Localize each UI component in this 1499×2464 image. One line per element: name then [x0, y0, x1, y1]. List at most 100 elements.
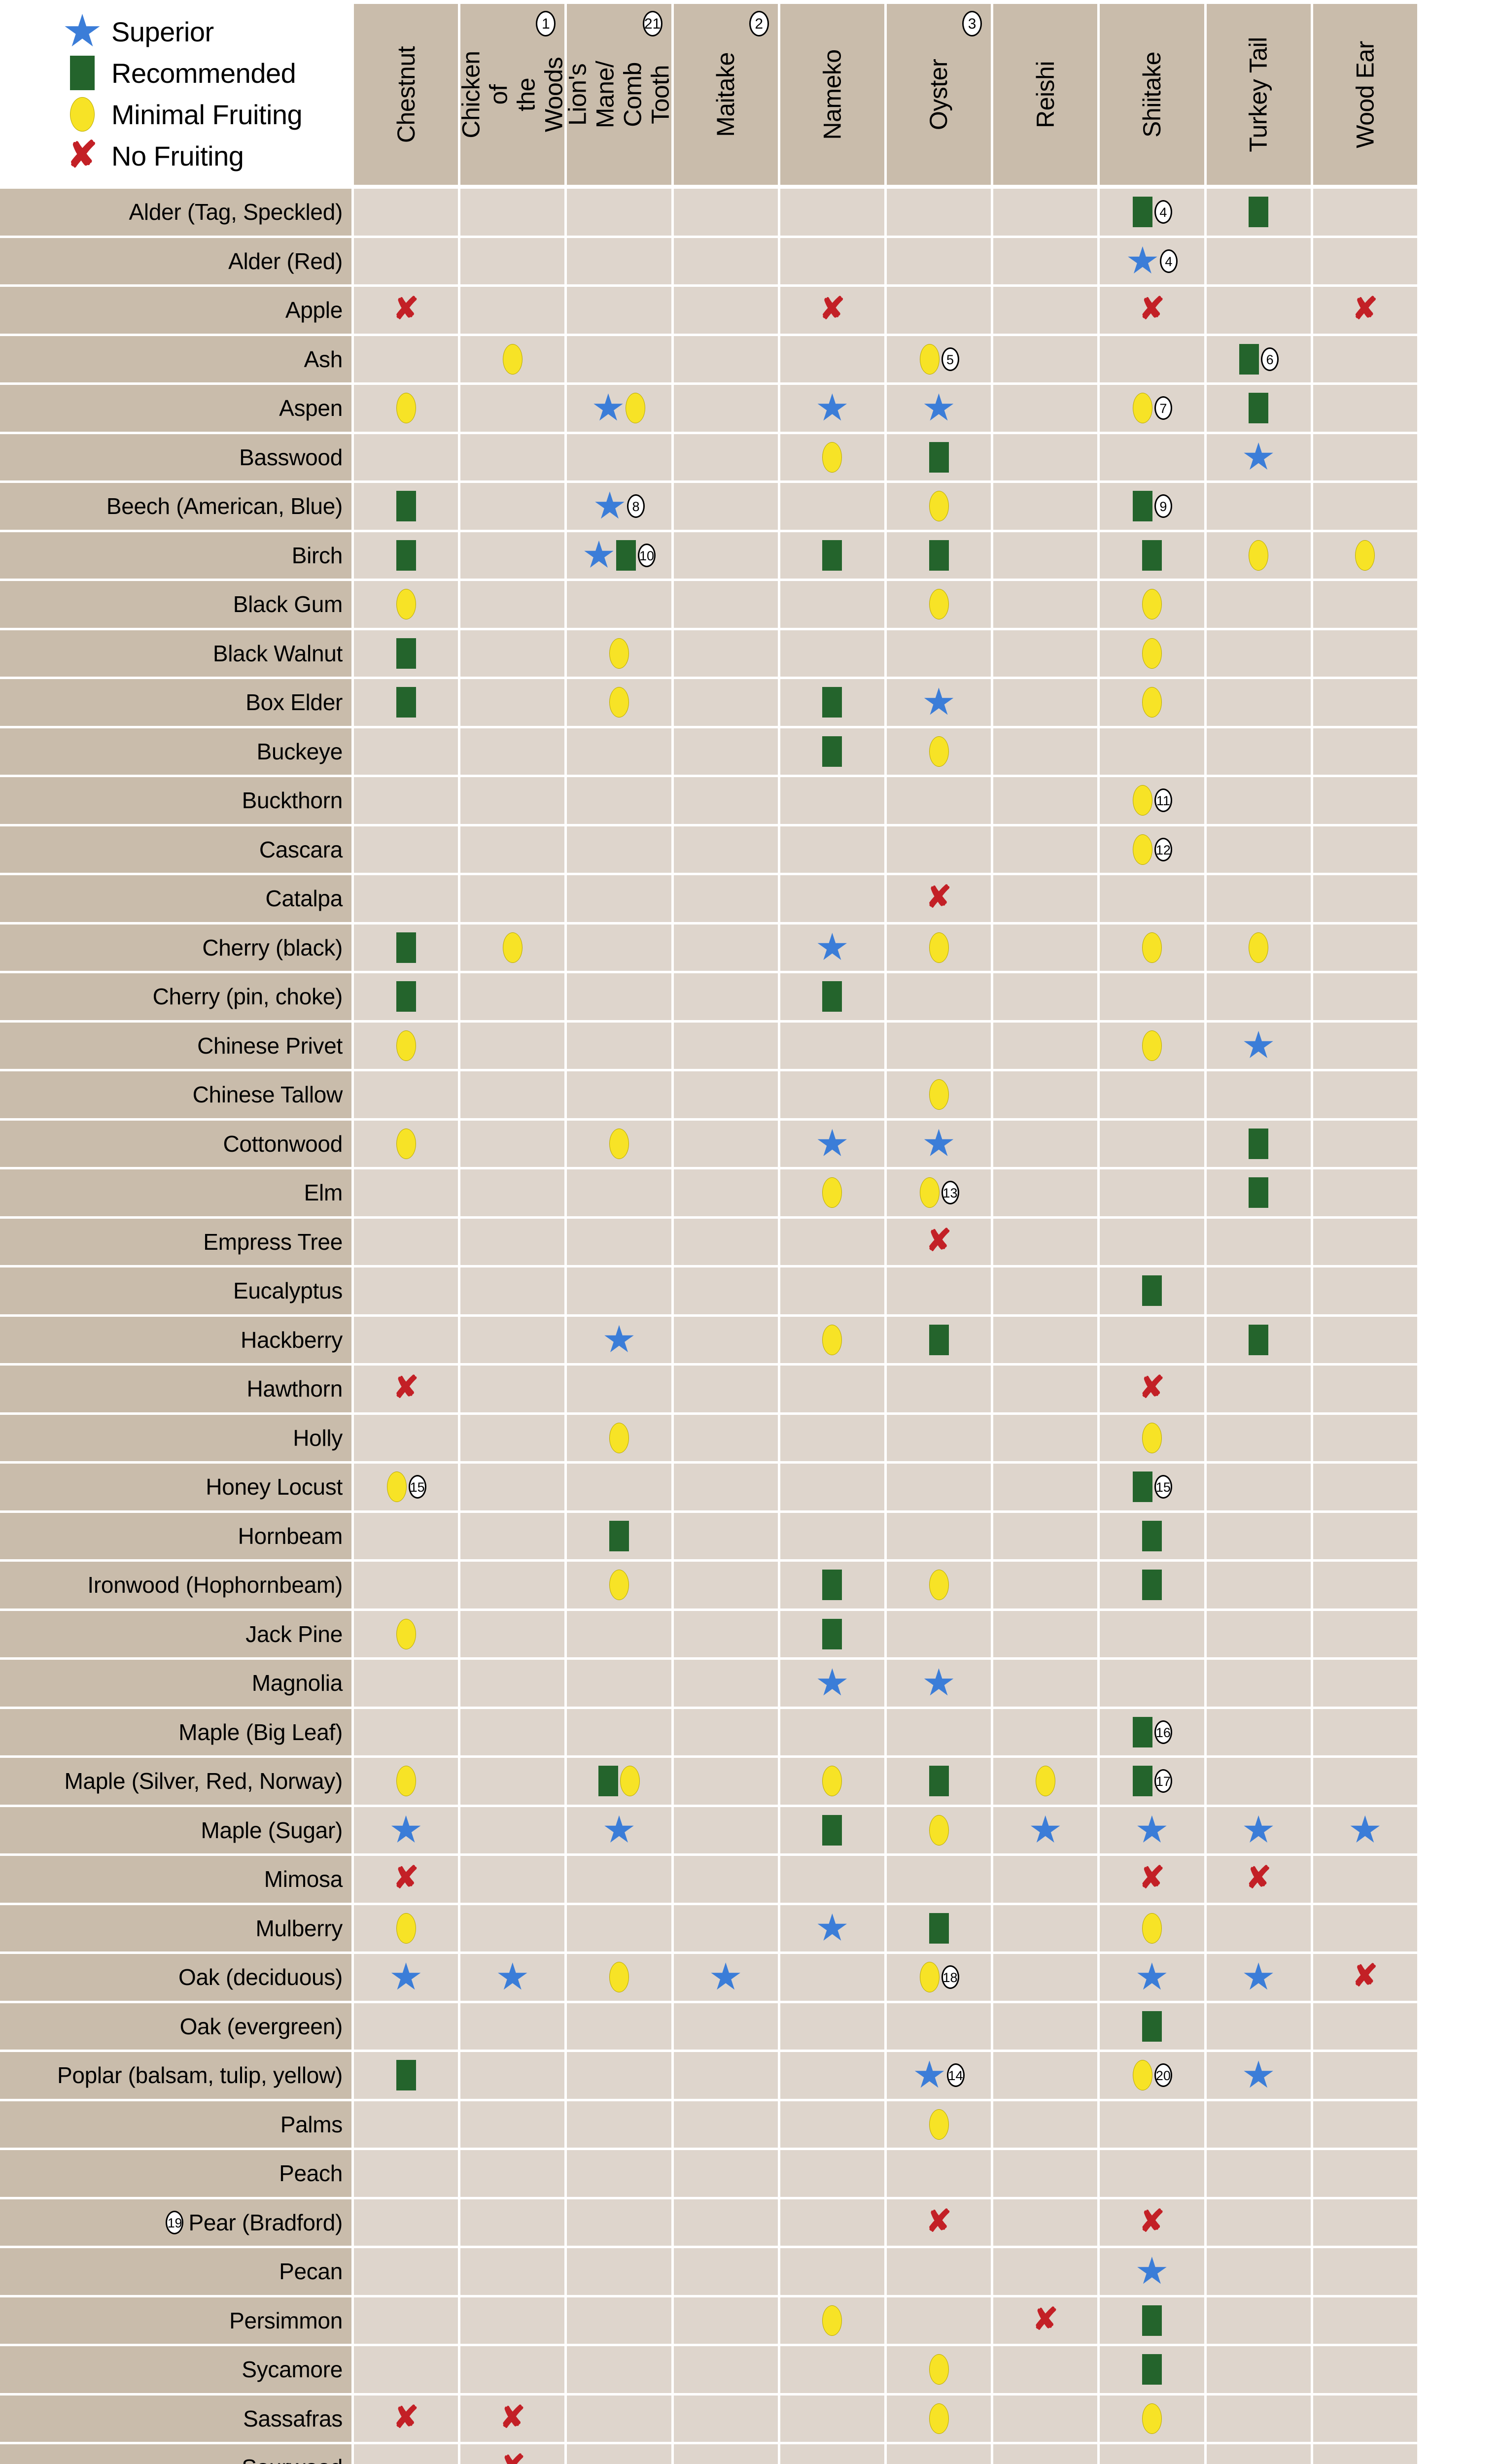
cell[interactable]: 10: [567, 532, 671, 579]
cell[interactable]: [460, 2101, 565, 2148]
row-header-black-walnut[interactable]: Black Walnut: [0, 630, 351, 677]
cell[interactable]: [780, 1562, 884, 1608]
cell[interactable]: [567, 1267, 671, 1314]
cell[interactable]: [1100, 1071, 1204, 1118]
cell[interactable]: [354, 1610, 458, 1657]
cell[interactable]: [1100, 875, 1204, 922]
cell[interactable]: [567, 777, 671, 824]
row-header-apple[interactable]: Apple: [0, 287, 351, 334]
cell[interactable]: [567, 2199, 671, 2246]
cell[interactable]: [460, 1218, 565, 1265]
row-header-mulberry[interactable]: Mulberry: [0, 1905, 351, 1951]
cell[interactable]: [780, 1414, 884, 1461]
cell[interactable]: [1313, 532, 1417, 579]
cell[interactable]: [460, 581, 565, 628]
cell[interactable]: [886, 532, 991, 579]
cell[interactable]: [1313, 1807, 1417, 1853]
cell[interactable]: [567, 728, 671, 775]
cell[interactable]: [1206, 2101, 1311, 2148]
cell[interactable]: [780, 1071, 884, 1118]
cell[interactable]: 6: [1206, 336, 1311, 382]
cell[interactable]: [780, 777, 884, 824]
cell[interactable]: [1313, 630, 1417, 677]
cell[interactable]: [673, 875, 778, 922]
cell[interactable]: [460, 826, 565, 873]
row-header-ironwood-hophornbeam[interactable]: Ironwood (Hophornbeam): [0, 1562, 351, 1608]
row-header-sassafras[interactable]: Sassafras: [0, 2395, 351, 2442]
cell[interactable]: [354, 189, 458, 236]
cell[interactable]: [1313, 2199, 1417, 2246]
cell[interactable]: [780, 1218, 884, 1265]
cell[interactable]: [1100, 2150, 1204, 2197]
cell[interactable]: [460, 1709, 565, 1755]
cell[interactable]: ✘: [354, 1856, 458, 1903]
cell[interactable]: [567, 2150, 671, 2197]
cell[interactable]: [354, 679, 458, 726]
cell[interactable]: [1313, 1120, 1417, 1167]
cell[interactable]: [993, 483, 1098, 530]
row-header-poplar-balsam-tulip-yellow[interactable]: Poplar (balsam, tulip, yellow): [0, 2052, 351, 2099]
row-header-holly[interactable]: Holly: [0, 1414, 351, 1461]
cell[interactable]: [780, 679, 884, 726]
cell[interactable]: [1313, 826, 1417, 873]
cell[interactable]: [567, 1807, 671, 1853]
cell[interactable]: [1206, 1169, 1311, 1216]
cell[interactable]: [673, 1267, 778, 1314]
cell[interactable]: [1100, 434, 1204, 480]
cell[interactable]: [460, 189, 565, 236]
cell[interactable]: [673, 434, 778, 480]
cell[interactable]: [780, 2444, 884, 2464]
cell[interactable]: [993, 434, 1098, 480]
row-header-mimosa[interactable]: Mimosa: [0, 1856, 351, 1903]
cell[interactable]: [1313, 2346, 1417, 2393]
cell[interactable]: [673, 679, 778, 726]
cell[interactable]: [460, 924, 565, 971]
cell[interactable]: [1206, 1267, 1311, 1314]
row-header-pear-bradford[interactable]: 19 Pear (Bradford): [0, 2199, 351, 2246]
cell[interactable]: [886, 434, 991, 480]
cell[interactable]: [460, 1807, 565, 1853]
cell[interactable]: [780, 1512, 884, 1559]
cell[interactable]: [886, 1709, 991, 1755]
cell[interactable]: [1206, 679, 1311, 726]
cell[interactable]: [1206, 1120, 1311, 1167]
cell[interactable]: [1313, 434, 1417, 480]
cell[interactable]: [780, 581, 884, 628]
cell[interactable]: ✘: [460, 2395, 565, 2442]
cell[interactable]: [673, 189, 778, 236]
cell[interactable]: [993, 1071, 1098, 1118]
row-header-chinese-tallow[interactable]: Chinese Tallow: [0, 1071, 351, 1118]
cell[interactable]: 18: [886, 1954, 991, 2001]
cell[interactable]: [780, 2003, 884, 2050]
cell[interactable]: 9: [1100, 483, 1204, 530]
cell[interactable]: [460, 1758, 565, 1805]
cell[interactable]: [567, 1954, 671, 2001]
cell[interactable]: [354, 2297, 458, 2344]
cell[interactable]: ✘: [886, 875, 991, 922]
row-header-cherry-pin-choke[interactable]: Cherry (pin, choke): [0, 973, 351, 1020]
row-header-catalpa[interactable]: Catalpa: [0, 875, 351, 922]
cell[interactable]: [354, 1660, 458, 1707]
cell[interactable]: [460, 336, 565, 382]
cell[interactable]: [1100, 728, 1204, 775]
cell[interactable]: [354, 924, 458, 971]
cell[interactable]: [993, 1169, 1098, 1216]
cell[interactable]: [1206, 2395, 1311, 2442]
cell[interactable]: [780, 1169, 884, 1216]
cell[interactable]: [993, 2052, 1098, 2099]
cell[interactable]: [1206, 973, 1311, 1020]
cell[interactable]: [673, 581, 778, 628]
cell[interactable]: [1313, 1512, 1417, 1559]
cell[interactable]: [886, 1905, 991, 1951]
cell[interactable]: [673, 2003, 778, 2050]
cell[interactable]: [780, 2346, 884, 2393]
cell[interactable]: ✘: [780, 287, 884, 334]
row-header-box-elder[interactable]: Box Elder: [0, 679, 351, 726]
cell[interactable]: [1313, 2444, 1417, 2464]
cell[interactable]: [354, 385, 458, 432]
cell[interactable]: [780, 1709, 884, 1755]
cell[interactable]: [1206, 532, 1311, 579]
cell[interactable]: [780, 1120, 884, 1167]
cell[interactable]: [886, 1758, 991, 1805]
cell[interactable]: [993, 287, 1098, 334]
